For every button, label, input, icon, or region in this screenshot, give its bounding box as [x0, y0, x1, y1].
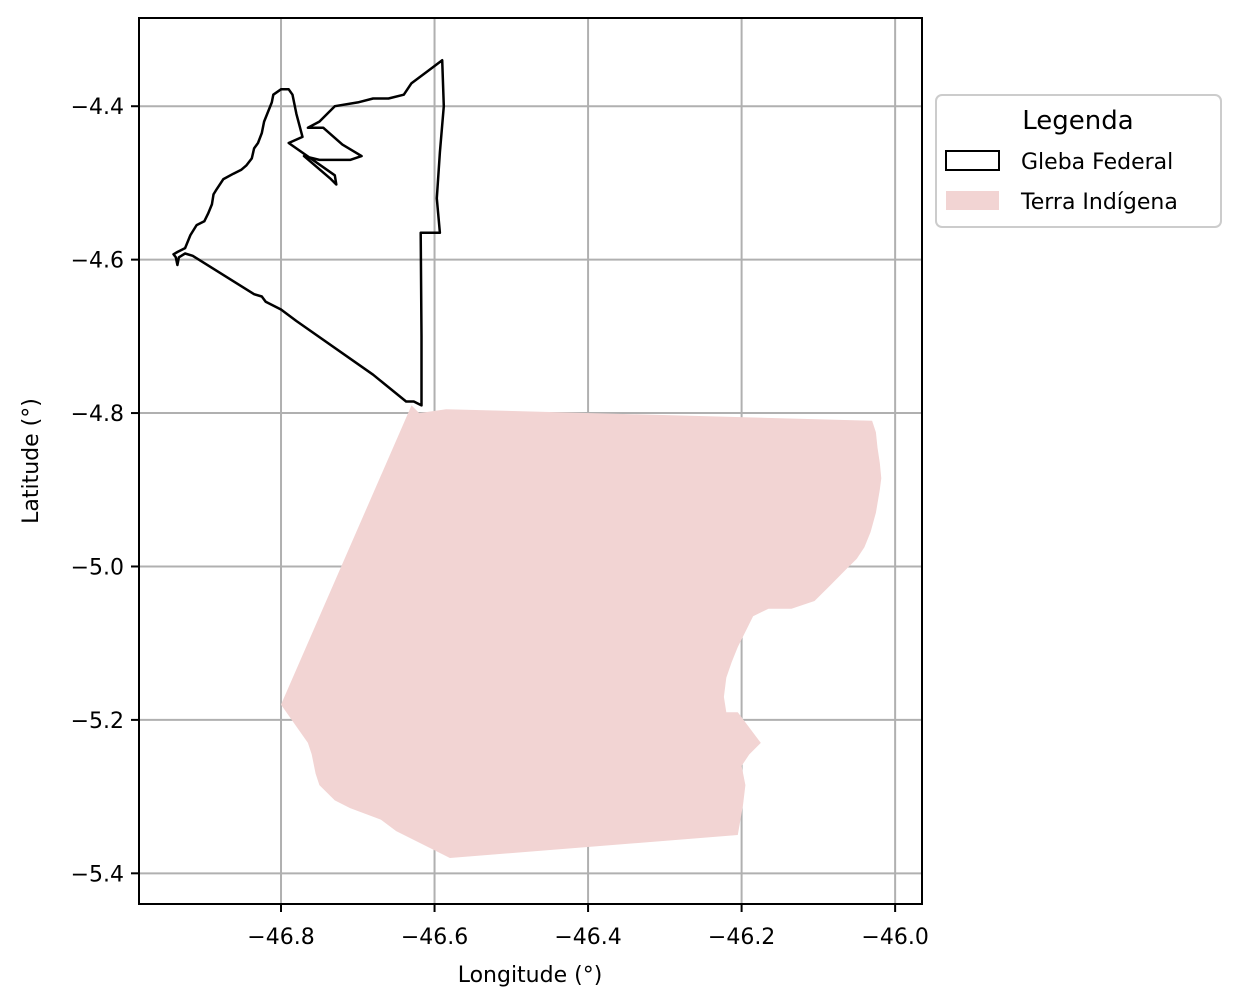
legend-label-gleba-federal: Gleba Federal: [1021, 150, 1173, 175]
legend-title: Legenda: [1022, 106, 1133, 136]
legend-swatch-gleba-federal: [945, 150, 1000, 171]
plot-frame: [138, 17, 923, 905]
y-tick-label: −4.4: [71, 95, 124, 120]
legend-swatch-terra-indigena: [946, 191, 999, 210]
legend-box: [935, 94, 1222, 228]
map-layers: [172, 58, 882, 858]
legend: Legenda Gleba Federal Terra Indígena: [935, 94, 1222, 228]
y-tick-label: −4.6: [71, 249, 124, 274]
y-tick-label: −5.4: [71, 862, 124, 887]
x-tick-label: −46.6: [401, 925, 468, 950]
x-tick-label: −46.8: [247, 925, 314, 950]
y-axis-label: Latitude (°): [19, 398, 44, 524]
layer-gleba-federal: [172, 58, 446, 407]
y-tick-label: −5.0: [71, 555, 124, 580]
x-axis-label: Longitude (°): [458, 963, 603, 988]
y-tick-label: −4.8: [71, 402, 124, 427]
x-tick-label: −46.2: [708, 925, 775, 950]
x-tick-label: −46.0: [861, 925, 928, 950]
x-tick-label: −46.4: [554, 925, 621, 950]
legend-label-terra-indigena: Terra Indígena: [1020, 190, 1178, 215]
y-axis-ticks: −4.4 −4.6 −4.8 −5.0 −5.2 −5.4: [71, 95, 139, 887]
x-axis-ticks: −46.8 −46.6 −46.4 −46.2 −46.0: [247, 904, 929, 950]
y-tick-label: −5.2: [71, 709, 124, 734]
layer-terra-indigena: [281, 405, 882, 858]
